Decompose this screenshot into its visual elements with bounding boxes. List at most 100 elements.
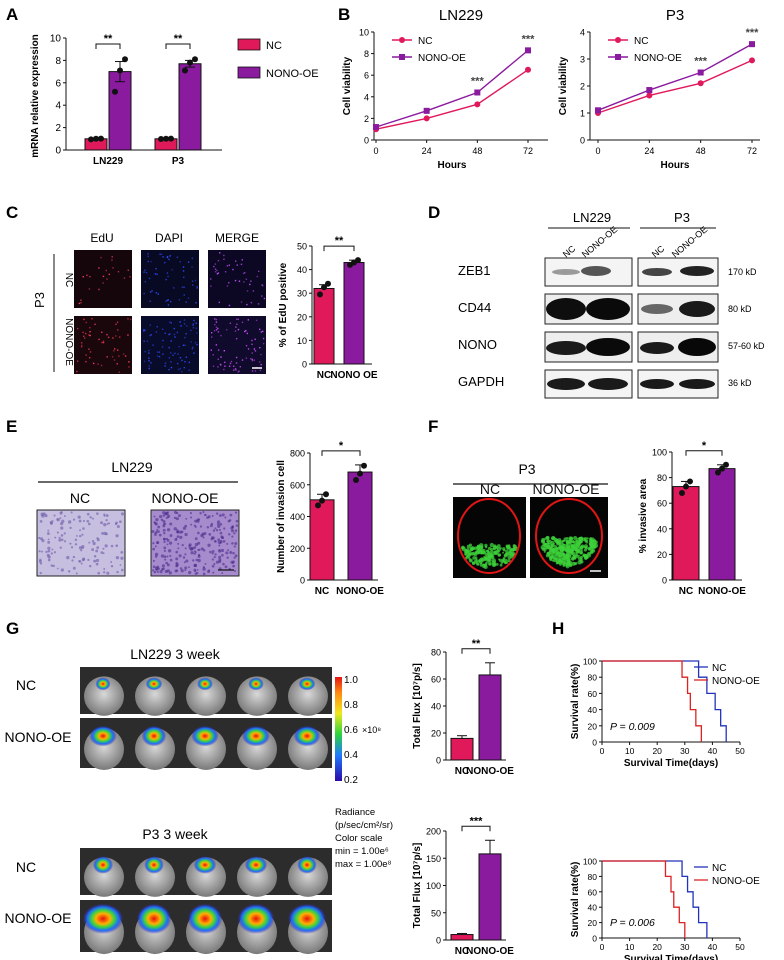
invaded-cell <box>222 562 225 566</box>
cell-speck <box>182 266 185 268</box>
invaded-cell <box>115 521 118 525</box>
cell-speck <box>259 346 261 349</box>
cell-speck <box>254 338 256 341</box>
data-point <box>187 59 193 66</box>
cell-speck <box>191 347 194 350</box>
y-tick-label-5: 100 <box>652 448 667 458</box>
cell-speck <box>84 337 86 339</box>
svg-text:MERGE: MERGE <box>215 231 259 245</box>
legend-nc-label-a: NC <box>266 40 282 52</box>
invaded-cell <box>79 529 81 532</box>
gfp-cell <box>577 541 582 545</box>
invaded-cell <box>197 558 201 563</box>
invaded-cell <box>193 550 196 553</box>
bar-0 <box>672 486 700 581</box>
chart-f: 0 20 40 60 80 100 NC NONO-OE * % invasive area <box>638 440 746 597</box>
invaded-cell <box>196 569 199 571</box>
invaded-cell <box>177 547 180 550</box>
cell-speck <box>234 330 237 332</box>
invaded-cell <box>221 513 225 517</box>
invaded-cell <box>214 540 217 543</box>
invaded-cell <box>166 563 170 567</box>
x-tick-label-1: NONO-OE <box>466 766 514 777</box>
cell-speck <box>224 361 226 364</box>
bar-0 <box>450 934 474 941</box>
cell-speck <box>178 298 181 301</box>
cell-speck <box>249 283 251 286</box>
tumor-signal <box>187 903 223 934</box>
cell-speck <box>78 302 81 305</box>
invaded-cell <box>120 556 124 560</box>
gfp-cell <box>505 544 509 548</box>
svg-text:GAPDH: GAPDH <box>458 374 504 389</box>
significance-label: *** <box>471 75 485 87</box>
invaded-cell <box>185 517 188 520</box>
data-point <box>357 470 363 477</box>
x-tick-label-2: 20 <box>652 746 662 756</box>
invaded-cell <box>50 564 54 567</box>
cell-speck <box>183 286 185 288</box>
y-tick-label-1: 50 <box>431 908 441 918</box>
cell-speck <box>89 330 91 333</box>
invaded-cell <box>190 523 193 526</box>
x-tick-label-0: 0 <box>595 146 600 156</box>
invaded-cell <box>88 564 92 568</box>
invaded-cell <box>46 532 50 536</box>
cell-speck <box>112 337 114 339</box>
cell-speck <box>233 369 235 371</box>
y-tick-label-4: 80 <box>431 648 441 658</box>
cell-speck <box>251 339 253 342</box>
cell-speck <box>245 278 248 280</box>
invaded-cell <box>160 554 165 558</box>
cell-speck <box>229 362 232 365</box>
cell-speck <box>151 290 153 292</box>
cell-speck <box>148 277 151 280</box>
cell-speck <box>164 362 167 364</box>
gfp-cell <box>564 559 567 562</box>
gfp-cell <box>479 548 484 553</box>
cell-speck <box>182 270 185 272</box>
svg-text:NONO-OE: NONO-OE <box>533 481 600 497</box>
invaded-cell <box>51 520 54 523</box>
invaded-cell <box>103 571 106 574</box>
tumor-signal <box>293 725 321 747</box>
gfp-cell <box>504 561 507 565</box>
cell-speck <box>211 336 213 338</box>
svg-text:NC: NC <box>480 481 500 497</box>
invaded-cell <box>228 519 232 522</box>
x-tick-label-3: 72 <box>747 146 757 156</box>
cell-speck <box>220 364 222 366</box>
point-NC <box>525 66 531 73</box>
gfp-cell <box>491 560 497 565</box>
invaded-cell <box>233 532 236 535</box>
x-tick-label-0: 0 <box>373 146 378 156</box>
cell-speck <box>111 256 113 258</box>
cell-speck <box>152 344 154 346</box>
cell-speck <box>261 284 264 287</box>
invaded-cell <box>38 536 41 540</box>
invaded-cell <box>47 549 51 553</box>
cell-speck <box>166 256 169 259</box>
cell-speck <box>100 256 102 259</box>
invaded-cell <box>164 511 168 515</box>
panel-d-blot: LN229 P3 NC NONO-OE NC NONO-OE ZEB1 CD44… <box>458 210 765 399</box>
radiance-color-scale <box>335 677 342 781</box>
invaded-cell <box>215 512 219 515</box>
cell-speck <box>147 253 149 255</box>
point-NONO-OE <box>697 69 704 76</box>
cell-speck <box>156 273 158 276</box>
y-tick-label-1: 2 <box>55 123 61 134</box>
cell-speck <box>169 255 171 257</box>
tumor-signal <box>197 677 213 691</box>
invaded-cell <box>159 515 163 519</box>
invaded-cell <box>70 546 74 549</box>
invaded-cell <box>193 546 197 549</box>
cell-speck <box>224 271 227 273</box>
gfp-cell <box>559 547 564 552</box>
cell-speck <box>94 323 96 326</box>
significance-label: *** <box>746 27 760 39</box>
y-tick-label-5: 10 <box>50 34 62 45</box>
merge-oe-image <box>208 316 266 374</box>
invaded-cell <box>231 525 234 529</box>
